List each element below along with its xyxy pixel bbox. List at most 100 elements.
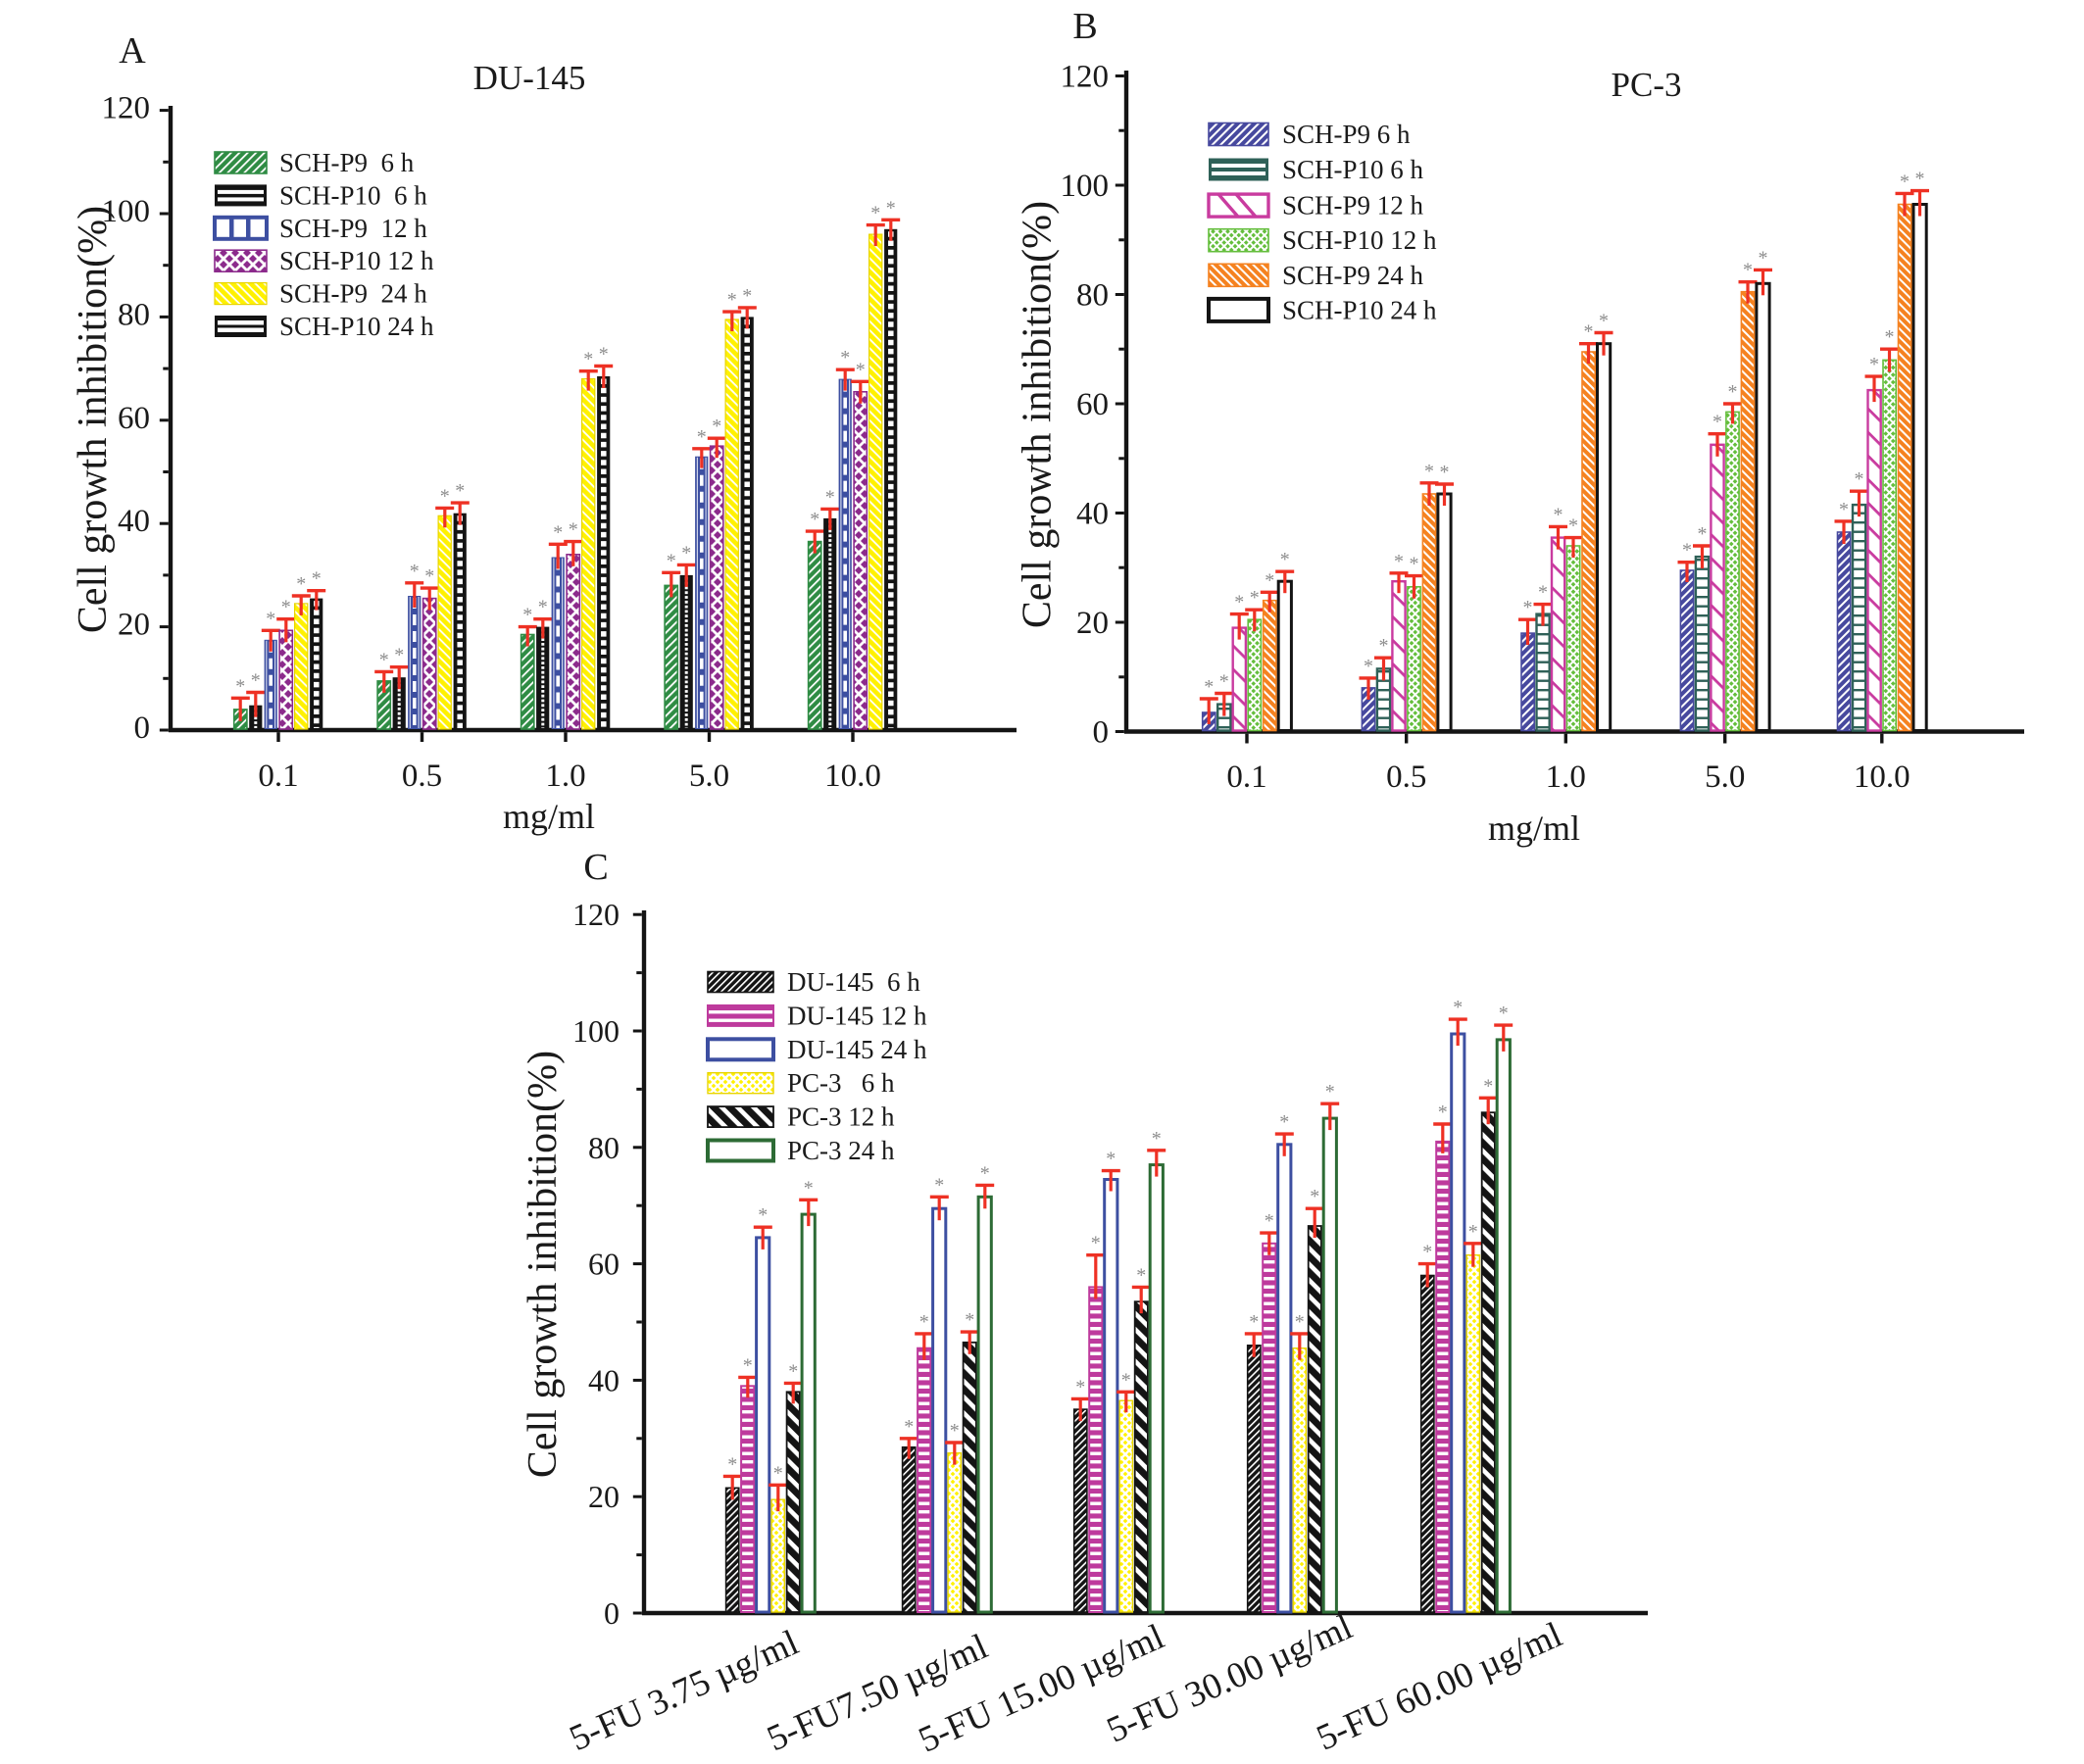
svg-text:*: * bbox=[950, 1420, 960, 1442]
svg-text:*: * bbox=[553, 521, 563, 543]
svg-text:*: * bbox=[1152, 1128, 1162, 1150]
svg-text:*: * bbox=[1325, 1081, 1335, 1102]
svg-text:*: * bbox=[1075, 1376, 1085, 1397]
svg-text:80: 80 bbox=[1076, 278, 1109, 314]
svg-text:*: * bbox=[810, 509, 819, 530]
svg-text:*: * bbox=[1280, 549, 1290, 570]
svg-text:*: * bbox=[1249, 1311, 1259, 1333]
svg-text:PC-3: PC-3 bbox=[1612, 66, 1682, 104]
svg-text:100: 100 bbox=[102, 194, 151, 229]
svg-text:*: * bbox=[522, 605, 532, 626]
svg-text:*: * bbox=[788, 1360, 798, 1382]
svg-text:DU-145 24 h: DU-145 24 h bbox=[787, 1035, 927, 1064]
svg-text:0: 0 bbox=[134, 710, 151, 746]
svg-text:60: 60 bbox=[1076, 387, 1109, 422]
svg-text:DU-145: DU-145 bbox=[473, 59, 586, 97]
svg-text:SCH-P10 24 h: SCH-P10 24 h bbox=[279, 312, 434, 341]
svg-text:*: * bbox=[1584, 321, 1594, 343]
svg-text:*: * bbox=[965, 1309, 974, 1331]
svg-text:0.1: 0.1 bbox=[1226, 760, 1266, 795]
svg-text:*: * bbox=[583, 349, 593, 370]
svg-text:*: * bbox=[742, 285, 752, 307]
svg-text:SCH-P9 24 h: SCH-P9 24 h bbox=[279, 279, 427, 309]
svg-text:SCH-P9 12 h: SCH-P9 12 h bbox=[279, 214, 427, 243]
svg-text:SCH-P10 12 h: SCH-P10 12 h bbox=[1282, 225, 1437, 255]
svg-text:40: 40 bbox=[118, 504, 150, 539]
svg-text:0.5: 0.5 bbox=[402, 759, 442, 794]
svg-text:*: * bbox=[1379, 635, 1389, 657]
svg-text:*: * bbox=[1698, 523, 1708, 545]
svg-text:*: * bbox=[281, 597, 291, 618]
svg-text:*: * bbox=[1682, 540, 1692, 562]
svg-text:*: * bbox=[1265, 1210, 1274, 1232]
svg-text:*: * bbox=[410, 561, 420, 582]
svg-text:*: * bbox=[1499, 1003, 1509, 1024]
svg-text:*: * bbox=[1250, 587, 1260, 609]
svg-text:*: * bbox=[1885, 326, 1895, 348]
svg-text:*: * bbox=[1900, 171, 1910, 192]
svg-text:*: * bbox=[1523, 597, 1533, 618]
svg-text:*: * bbox=[886, 197, 896, 219]
svg-text:5.0: 5.0 bbox=[689, 759, 729, 794]
svg-text:*: * bbox=[1915, 169, 1925, 190]
svg-text:*: * bbox=[1483, 1075, 1493, 1097]
svg-text:*: * bbox=[980, 1162, 990, 1184]
svg-text:20: 20 bbox=[118, 608, 150, 643]
svg-text:*: * bbox=[1234, 592, 1244, 613]
svg-text:40: 40 bbox=[1076, 497, 1109, 532]
svg-text:*: * bbox=[856, 359, 866, 380]
svg-text:*: * bbox=[538, 597, 548, 618]
svg-text:*: * bbox=[1759, 247, 1768, 269]
svg-text:*: * bbox=[312, 568, 322, 590]
svg-text:80: 80 bbox=[118, 297, 150, 332]
svg-text:*: * bbox=[1743, 260, 1753, 281]
svg-text:PC-3 6 h: PC-3 6 h bbox=[787, 1068, 895, 1098]
svg-text:40: 40 bbox=[588, 1362, 620, 1397]
svg-text:*: * bbox=[1538, 582, 1548, 604]
svg-text:*: * bbox=[1568, 515, 1578, 537]
svg-text:*: * bbox=[1855, 468, 1864, 490]
svg-text:*: * bbox=[266, 608, 275, 629]
svg-text:C: C bbox=[583, 847, 608, 888]
svg-text:*: * bbox=[1091, 1233, 1101, 1254]
svg-text:*: * bbox=[1869, 354, 1879, 375]
svg-text:*: * bbox=[1468, 1221, 1478, 1243]
svg-text:SCH-P9 24 h: SCH-P9 24 h bbox=[1282, 261, 1424, 290]
svg-text:*: * bbox=[697, 426, 707, 448]
svg-text:*: * bbox=[235, 675, 245, 697]
svg-text:*: * bbox=[1712, 412, 1722, 433]
svg-text:*: * bbox=[1424, 461, 1434, 482]
svg-text:0: 0 bbox=[604, 1595, 620, 1631]
svg-text:60: 60 bbox=[588, 1247, 620, 1282]
svg-text:*: * bbox=[599, 344, 609, 366]
svg-text:1.0: 1.0 bbox=[545, 759, 585, 794]
svg-text:120: 120 bbox=[102, 91, 151, 126]
svg-text:mg/ml: mg/ml bbox=[1488, 808, 1580, 848]
svg-text:*: * bbox=[1410, 554, 1419, 575]
svg-text:*: * bbox=[1310, 1186, 1319, 1207]
svg-text:*: * bbox=[1728, 381, 1738, 403]
svg-text:*: * bbox=[870, 203, 880, 224]
svg-text:*: * bbox=[1422, 1242, 1432, 1263]
svg-text:*: * bbox=[840, 347, 850, 368]
svg-text:*: * bbox=[758, 1204, 768, 1226]
svg-text:0.1: 0.1 bbox=[258, 759, 298, 794]
svg-text:DU-145 12 h: DU-145 12 h bbox=[787, 1001, 927, 1030]
svg-text:PC-3 12 h: PC-3 12 h bbox=[787, 1102, 895, 1132]
svg-text:80: 80 bbox=[588, 1130, 620, 1165]
svg-text:0.5: 0.5 bbox=[1386, 760, 1426, 795]
svg-text:*: * bbox=[1121, 1369, 1131, 1391]
svg-text:*: * bbox=[919, 1311, 929, 1333]
svg-text:*: * bbox=[825, 486, 835, 508]
svg-text:*: * bbox=[1364, 656, 1373, 677]
svg-text:A: A bbox=[119, 30, 146, 72]
svg-text:*: * bbox=[1265, 569, 1274, 591]
svg-text:*: * bbox=[934, 1174, 944, 1196]
svg-text:*: * bbox=[1599, 311, 1609, 332]
svg-text:100: 100 bbox=[572, 1013, 620, 1049]
svg-text:*: * bbox=[1554, 504, 1563, 525]
svg-text:SCH-P10 12 h: SCH-P10 12 h bbox=[279, 246, 434, 275]
svg-text:SCH-P10 6 h: SCH-P10 6 h bbox=[279, 180, 427, 210]
svg-text:0: 0 bbox=[1093, 715, 1110, 751]
svg-text:Cell growth inhibition(%): Cell growth inhibition(%) bbox=[1016, 201, 1061, 628]
